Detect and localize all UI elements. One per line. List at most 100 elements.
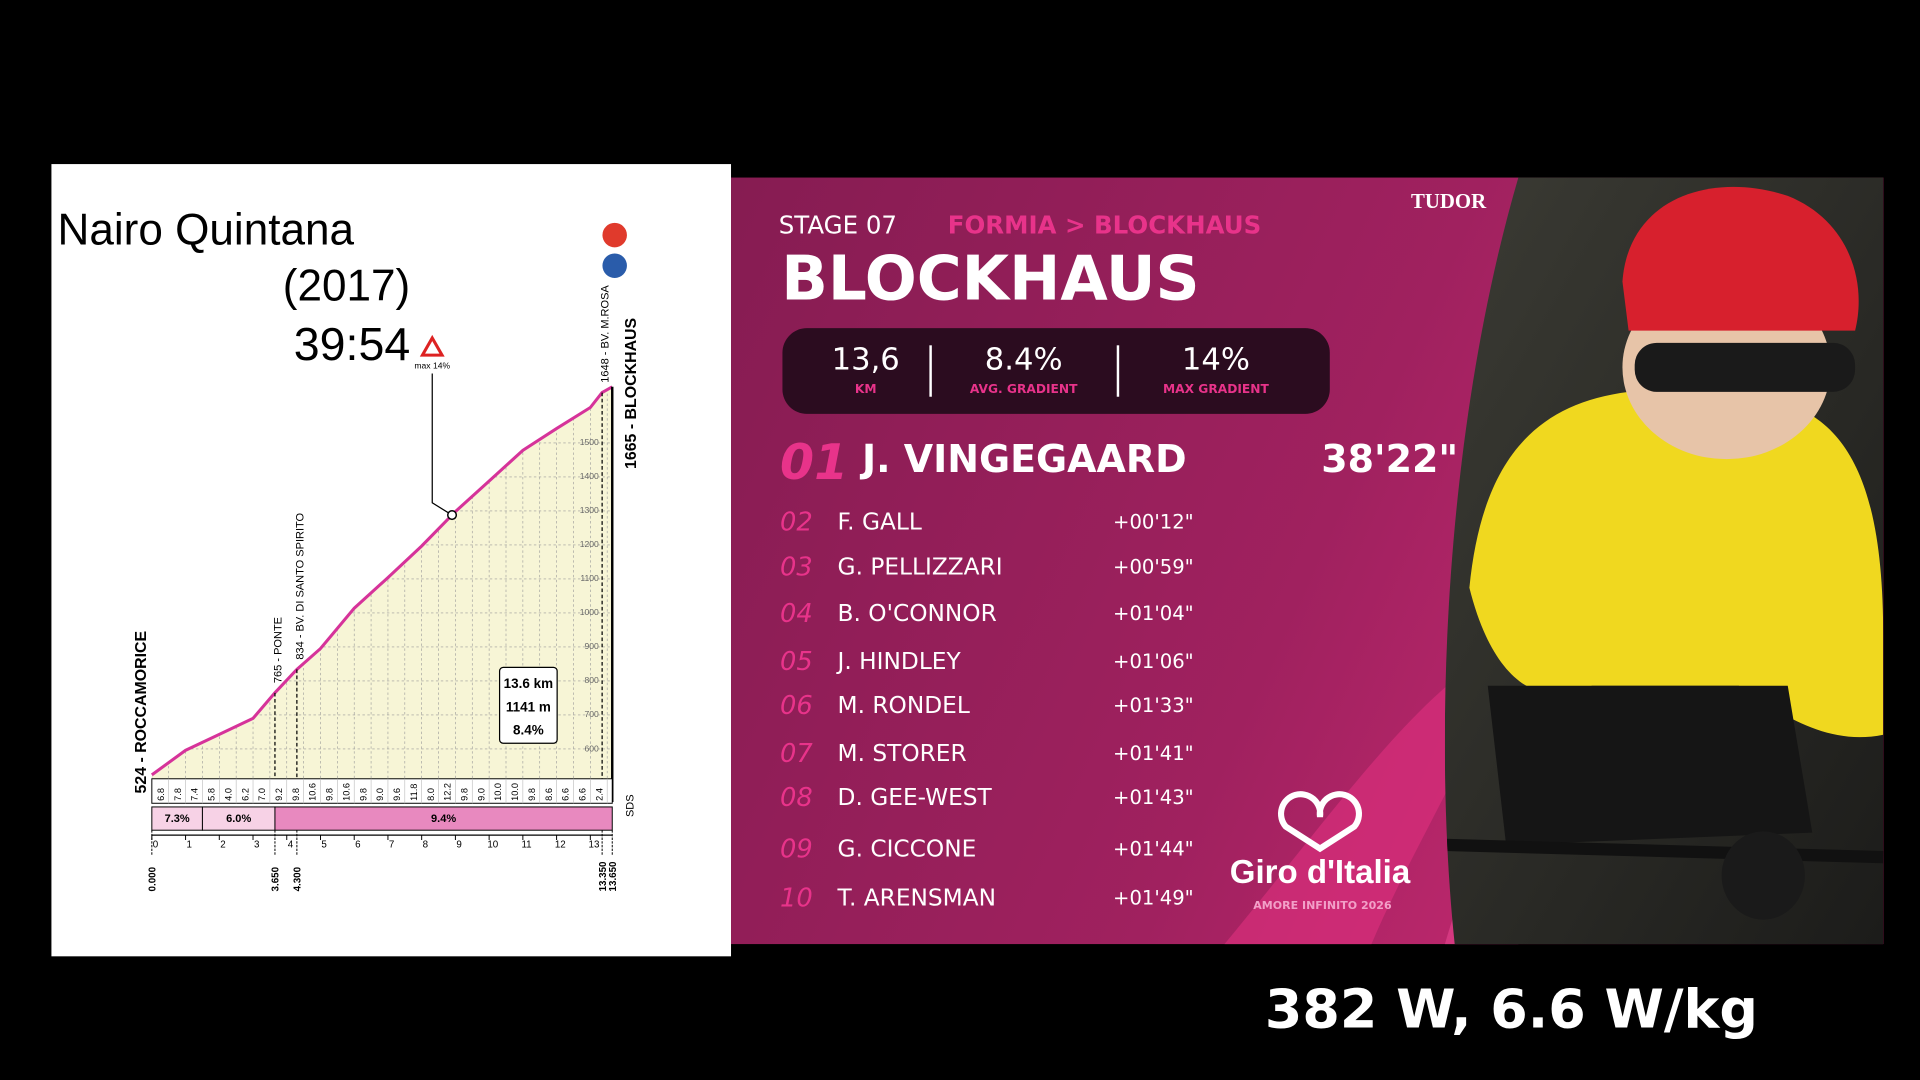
row-time: +01'43" bbox=[1113, 786, 1194, 809]
stat-value: 14% bbox=[1182, 343, 1250, 378]
gradient-label: 9.8 bbox=[527, 788, 537, 801]
gradient-label: 10.0 bbox=[493, 783, 503, 801]
gradient-label: 9.8 bbox=[358, 788, 368, 801]
profile-chart: 600700800900100011001200130014001500765 … bbox=[133, 285, 640, 892]
summary-text: 13.6 km bbox=[504, 676, 553, 691]
tagline: AMORE INFINITO 2026 bbox=[1253, 899, 1392, 912]
row-position: 09 bbox=[780, 834, 813, 864]
route: FORMIA > BLOCKHAUS bbox=[948, 211, 1262, 240]
row-time: +00'59" bbox=[1113, 556, 1194, 579]
jersey bbox=[1469, 391, 1884, 738]
sponsor: TUDOR bbox=[1411, 189, 1487, 213]
row-rider: D. GEE-WEST bbox=[838, 784, 993, 811]
y-tick-label: 800 bbox=[584, 675, 599, 685]
gradient-label: 9.0 bbox=[375, 788, 385, 801]
gradient-label: 6.6 bbox=[578, 788, 588, 801]
finish-label: 1665 - BLOCKHAUS bbox=[623, 318, 640, 469]
x-tick-label: 5 bbox=[321, 839, 327, 850]
y-tick-label: 1200 bbox=[580, 539, 599, 549]
summary-box bbox=[498, 666, 558, 744]
row-position: 02 bbox=[780, 507, 813, 537]
winner-position: 01 bbox=[780, 434, 848, 491]
winner-time: 38'22" bbox=[1321, 437, 1458, 481]
gradient-label: 6.2 bbox=[240, 788, 250, 801]
stat-value: 13,6 bbox=[832, 343, 900, 378]
waypoint-label: 765 - PONTE bbox=[273, 617, 285, 683]
row-position: 10 bbox=[780, 883, 813, 913]
x-tick-label: 3 bbox=[254, 839, 260, 850]
row-time: +01'06" bbox=[1113, 650, 1194, 673]
sunglasses bbox=[1634, 342, 1856, 392]
gradient-label: 12.2 bbox=[443, 783, 453, 801]
row-position: 06 bbox=[780, 691, 813, 721]
row-position: 04 bbox=[780, 599, 813, 629]
row-position: 03 bbox=[780, 553, 813, 583]
gradient-label: 9.0 bbox=[476, 788, 486, 801]
gradient-label: 6.8 bbox=[156, 788, 166, 801]
x-tick-label: 6 bbox=[355, 839, 361, 850]
y-tick-label: 1300 bbox=[580, 505, 599, 515]
start-finish-icon bbox=[602, 222, 627, 248]
distance-label: 4.300 bbox=[293, 866, 304, 891]
climb-name: BLOCKHAUS bbox=[781, 243, 1199, 314]
comparison-year: (2017) bbox=[283, 262, 410, 311]
gradient-label: 9.8 bbox=[460, 788, 470, 801]
waypoint-label: 1648 - BV. M.ROSA bbox=[600, 285, 612, 383]
x-tick-label: 4 bbox=[288, 839, 294, 850]
x-tick-label: 0 bbox=[153, 839, 159, 850]
distance-label: 13.350 bbox=[598, 861, 609, 891]
row-time: +01'49" bbox=[1113, 886, 1194, 909]
gradient-label: 8.6 bbox=[544, 788, 554, 801]
results-rows: 02 F. GALL +00'12" 03 G. PELLIZZARI +00'59" 04… bbox=[780, 507, 1194, 913]
distance-label: 3.650 bbox=[271, 866, 282, 891]
distance-label: 0.000 bbox=[148, 866, 159, 891]
profile-area bbox=[151, 386, 613, 790]
row-position: 05 bbox=[780, 647, 813, 677]
row-time: +00'12" bbox=[1113, 510, 1194, 533]
y-tick-label: 1100 bbox=[580, 573, 599, 583]
shorts bbox=[1487, 685, 1813, 845]
giro-logo bbox=[1277, 791, 1363, 853]
comparison-rider: Nairo Quintana bbox=[58, 205, 355, 254]
row-position: 08 bbox=[780, 783, 813, 813]
max-point bbox=[447, 510, 458, 521]
x-tick-label: 11 bbox=[521, 839, 531, 850]
gradient-label: 10.6 bbox=[341, 783, 351, 801]
profile-line bbox=[150, 385, 613, 777]
gradient-label: 7.0 bbox=[257, 788, 267, 801]
row-time: +01'41" bbox=[1113, 742, 1194, 765]
row-rider: G. CICCONE bbox=[838, 835, 977, 862]
gradient-label: 10.6 bbox=[308, 783, 318, 801]
y-tick-label: 1000 bbox=[580, 607, 599, 617]
row-position: 07 bbox=[780, 739, 813, 769]
x-tick-label: 2 bbox=[220, 839, 225, 850]
comparison-time: 39:54 bbox=[294, 318, 410, 370]
x-tick-label: 12 bbox=[555, 839, 566, 850]
row-rider: B. O'CONNOR bbox=[838, 600, 997, 627]
gradient-label: 7.8 bbox=[173, 788, 183, 801]
gradient-label: 8.0 bbox=[426, 788, 436, 801]
y-tick-label: 600 bbox=[584, 743, 599, 753]
rider-photo bbox=[1444, 177, 1884, 945]
x-tick-label: 7 bbox=[389, 839, 394, 850]
y-tick-label: 900 bbox=[584, 641, 599, 651]
start-label: 524 - ROCCAMORICE bbox=[133, 631, 150, 794]
gradient-label: 11.8 bbox=[409, 784, 419, 801]
max-icon bbox=[419, 334, 445, 357]
gradient-label: 9.2 bbox=[274, 788, 284, 801]
max-leader bbox=[431, 373, 453, 516]
handlebar bbox=[1444, 838, 1884, 864]
max-label: max 14% bbox=[414, 360, 450, 370]
row-rider: M. STORER bbox=[838, 740, 967, 767]
y-tick-label: 1400 bbox=[580, 471, 599, 481]
summary-text: 1141 m bbox=[506, 699, 551, 714]
x-tick-label: 9 bbox=[456, 839, 461, 850]
gradient-segment bbox=[274, 806, 613, 831]
x-tick-label: 1 bbox=[187, 839, 192, 850]
distance-label: 13.650 bbox=[608, 861, 619, 891]
winner-rider: J. VINGEGAARD bbox=[859, 437, 1187, 481]
results-graphic: TUDOR STAGE 07 FORMIA > BLOCKHAUS BLOCKH… bbox=[731, 177, 1884, 945]
segment-label: 9.4% bbox=[431, 813, 456, 825]
gradient-label: 2.4 bbox=[594, 788, 604, 801]
gradient-label: 4.0 bbox=[223, 788, 233, 801]
